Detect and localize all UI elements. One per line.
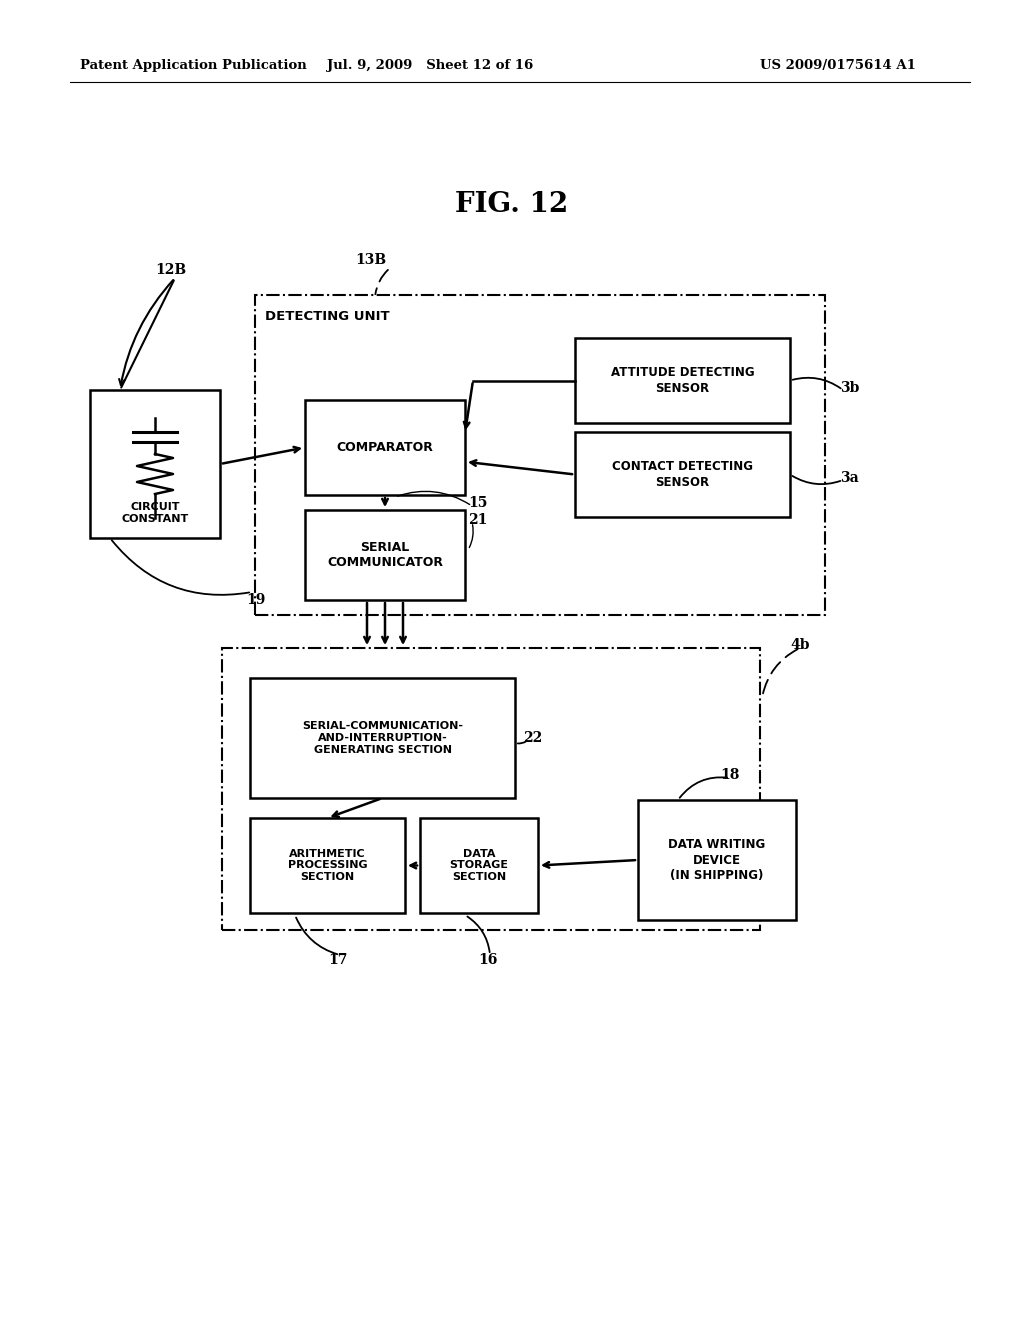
Bar	[250, 678, 515, 799]
Text: DATA WRITING
DEVICE
(IN SHIPPING): DATA WRITING DEVICE (IN SHIPPING)	[669, 838, 766, 882]
Bar	[222, 648, 760, 931]
Text: ARITHMETIC
PROCESSING
SECTION: ARITHMETIC PROCESSING SECTION	[288, 849, 368, 882]
Text: ATTITUDE DETECTING
SENSOR: ATTITUDE DETECTING SENSOR	[610, 367, 755, 395]
Bar	[575, 338, 790, 422]
Text: 22: 22	[523, 731, 543, 744]
Text: Patent Application Publication: Patent Application Publication	[80, 58, 307, 71]
Bar	[250, 818, 406, 913]
Bar	[638, 800, 796, 920]
Text: 3a: 3a	[840, 471, 859, 484]
Text: 17: 17	[329, 953, 348, 968]
Text: CIRCUIT
CONSTANT: CIRCUIT CONSTANT	[122, 503, 188, 524]
Text: 16: 16	[478, 953, 498, 968]
Text: 3b: 3b	[840, 381, 859, 395]
Text: 12B: 12B	[155, 263, 186, 277]
Text: 15: 15	[468, 496, 487, 510]
Bar	[420, 818, 538, 913]
Text: 4b: 4b	[790, 638, 810, 652]
Text: Jul. 9, 2009   Sheet 12 of 16: Jul. 9, 2009 Sheet 12 of 16	[327, 58, 534, 71]
Text: 19: 19	[246, 593, 265, 607]
Text: SERIAL
COMMUNICATOR: SERIAL COMMUNICATOR	[327, 541, 443, 569]
Text: FIG. 12: FIG. 12	[456, 191, 568, 219]
Text: DETECTING UNIT: DETECTING UNIT	[265, 310, 389, 323]
Text: 13B: 13B	[355, 253, 386, 267]
Bar	[255, 294, 825, 615]
Text: US 2009/0175614 A1: US 2009/0175614 A1	[760, 58, 915, 71]
Text: COMPARATOR: COMPARATOR	[337, 441, 433, 454]
Text: DATA
STORAGE
SECTION: DATA STORAGE SECTION	[450, 849, 509, 882]
Bar	[305, 510, 465, 601]
Bar	[575, 432, 790, 517]
Text: SERIAL-COMMUNICATION-
AND-INTERRUPTION-
GENERATING SECTION: SERIAL-COMMUNICATION- AND-INTERRUPTION- …	[302, 722, 463, 755]
Text: 18: 18	[720, 768, 739, 781]
Bar	[90, 389, 220, 539]
Text: CONTACT DETECTING
SENSOR: CONTACT DETECTING SENSOR	[612, 461, 753, 488]
Bar	[305, 400, 465, 495]
Text: 21: 21	[468, 513, 487, 527]
